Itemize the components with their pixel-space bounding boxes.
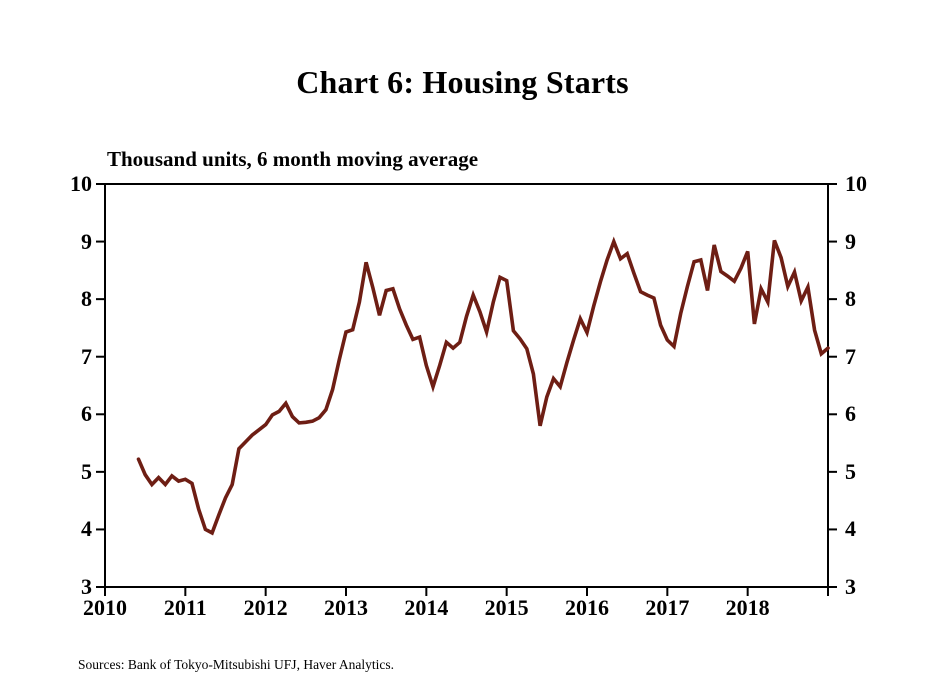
y-axis-label-right-7: 7 — [845, 343, 856, 369]
y-axis-label-right-5: 5 — [845, 458, 856, 484]
y-axis-label-left-10: 10 — [70, 171, 92, 196]
y-axis-label-left-3: 3 — [81, 574, 92, 599]
y-axis-label-right-3: 3 — [845, 574, 856, 599]
source-note: Sources: Bank of Tokyo-Mitsubishi UFJ, H… — [78, 657, 395, 672]
y-axis-label-left-6: 6 — [81, 401, 92, 427]
chart-title: Chart 6: Housing Starts — [296, 64, 629, 100]
x-axis-label-2015: 2015 — [484, 595, 529, 620]
y-axis-label-left-9: 9 — [81, 228, 92, 254]
axis-units-label: Thousand units, 6 month moving average — [107, 147, 479, 171]
x-axis-label-2013: 2013 — [324, 595, 368, 620]
y-axis-label-left-4: 4 — [81, 516, 92, 542]
plot-frame — [104, 183, 829, 588]
x-axis-label-2017: 2017 — [645, 595, 690, 620]
y-axis-label-right-8: 8 — [845, 286, 856, 312]
y-axis-label-left-7: 7 — [81, 343, 92, 369]
y-axis-label-right-9: 9 — [845, 228, 856, 254]
x-axis-label-2011: 2011 — [163, 595, 207, 620]
y-axis-label-right-10: 10 — [845, 171, 867, 196]
x-axis-label-2012: 2012 — [243, 595, 288, 620]
y-axis-label-left-5: 5 — [81, 458, 92, 484]
y-axis-label-right-6: 6 — [845, 401, 856, 427]
y-axis-label-right-4: 4 — [845, 516, 856, 542]
y-axis-label-left-8: 8 — [81, 286, 92, 312]
x-axis-label-2014: 2014 — [404, 595, 449, 620]
housing-starts-line — [136, 236, 830, 536]
x-axis-label-2010: 2010 — [83, 595, 127, 620]
x-axis-label-2018: 2018 — [725, 595, 770, 620]
x-axis-label-2016: 2016 — [565, 595, 609, 620]
axis-ticks — [96, 183, 837, 596]
